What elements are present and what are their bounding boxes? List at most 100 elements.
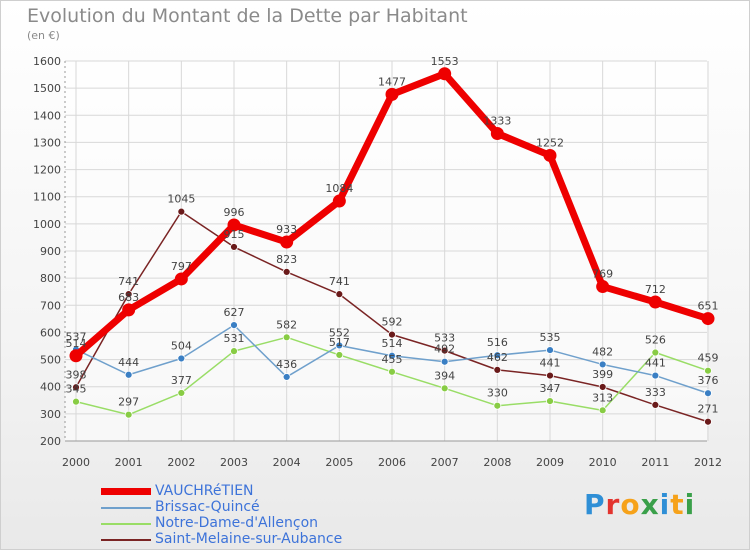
x-tick-label: 2003: [220, 456, 248, 469]
x-tick-label: 2004: [273, 456, 301, 469]
data-label-1: 516: [487, 336, 508, 349]
data-point-0: [174, 272, 188, 286]
data-label-3: 462: [487, 351, 508, 364]
data-label-0: 1553: [431, 55, 459, 68]
data-point-0: [227, 218, 241, 232]
data-point-0: [69, 349, 83, 363]
data-point-1: [230, 321, 238, 330]
legend-swatch: [101, 539, 151, 541]
data-point-3: [124, 290, 133, 299]
data-point-3: [440, 346, 449, 355]
data-label-2: 531: [224, 332, 245, 345]
data-label-0: 769: [592, 268, 613, 281]
data-label-0: 514: [66, 337, 87, 350]
data-label-1: 552: [329, 326, 350, 339]
data-label-2: 313: [592, 391, 613, 404]
data-label-2: 345: [66, 383, 87, 396]
legend-swatch: [101, 488, 151, 495]
data-label-1: 627: [224, 306, 245, 319]
y-tick-label: 1400: [33, 109, 61, 122]
y-tick-label: 1500: [33, 82, 61, 95]
data-point-1: [440, 357, 449, 366]
x-tick-label: 2006: [378, 456, 406, 469]
data-label-2: 517: [329, 336, 350, 349]
y-tick-label: 600: [40, 326, 61, 339]
data-point-1: [124, 370, 133, 379]
data-label-0: 996: [224, 206, 245, 219]
legend-label: Brissac-Quincé: [155, 499, 260, 515]
data-point-0: [332, 194, 346, 208]
legend-swatch: [101, 507, 151, 509]
data-point-3: [282, 267, 291, 276]
y-tick-label: 300: [40, 408, 61, 421]
y-tick-label: 900: [40, 245, 61, 258]
data-point-1: [282, 373, 291, 381]
data-point-3: [230, 243, 238, 251]
data-point-2: [335, 351, 344, 359]
data-label-3: 271: [698, 403, 719, 416]
data-point-1: [335, 341, 344, 350]
data-label-1: 535: [540, 331, 561, 344]
chart-subtitle: (en €): [27, 29, 60, 42]
logo-letter: o: [620, 488, 641, 521]
data-label-1: 441: [645, 357, 666, 370]
data-label-2: 377: [171, 374, 192, 387]
data-point-3: [704, 417, 712, 426]
data-point-1: [704, 389, 712, 398]
data-label-2: 297: [118, 396, 139, 409]
data-point-0: [438, 67, 452, 81]
data-label-3: 823: [276, 253, 297, 266]
data-point-2: [651, 348, 660, 357]
data-label-3: 399: [592, 368, 613, 381]
x-tick-label: 2002: [167, 456, 195, 469]
data-point-3: [493, 365, 502, 374]
data-label-0: 797: [171, 260, 192, 273]
x-tick-label: 2005: [325, 456, 353, 469]
data-label-2: 330: [487, 387, 508, 400]
data-label-3: 1045: [167, 193, 195, 206]
data-point-0: [543, 148, 557, 162]
data-label-0: 712: [645, 283, 666, 296]
data-label-3: 915: [224, 228, 245, 241]
x-tick-label: 2010: [589, 456, 617, 469]
y-tick-label: 400: [40, 381, 61, 394]
data-point-3: [598, 383, 607, 391]
logo-letter: P: [584, 488, 606, 521]
data-point-0: [490, 126, 504, 140]
x-tick-label: 2000: [62, 456, 90, 469]
y-tick-label: 1000: [33, 218, 61, 231]
y-tick-label: 1200: [33, 164, 61, 177]
data-point-0: [701, 312, 715, 326]
data-point-1: [546, 346, 554, 354]
data-label-0: 1477: [378, 75, 406, 88]
data-label-0: 1333: [483, 114, 511, 127]
data-point-3: [546, 371, 554, 380]
data-label-0: 683: [118, 291, 139, 304]
data-label-1: 492: [434, 343, 455, 356]
data-label-1: 504: [171, 339, 192, 352]
data-label-3: 333: [645, 386, 666, 399]
logo-letter: i: [684, 488, 696, 521]
data-label-2: 455: [382, 353, 403, 366]
data-label-1: 376: [698, 374, 719, 387]
data-point-1: [598, 360, 607, 369]
y-tick-label: 200: [40, 435, 61, 448]
y-tick-label: 1600: [33, 55, 61, 68]
data-label-0: 651: [698, 300, 719, 313]
y-tick-label: 500: [40, 354, 61, 367]
data-point-0: [596, 280, 610, 294]
y-tick-label: 1300: [33, 136, 61, 149]
x-tick-label: 2001: [115, 456, 143, 469]
data-point-2: [230, 347, 238, 356]
data-point-2: [598, 406, 607, 415]
data-point-1: [493, 351, 502, 360]
data-point-3: [72, 383, 80, 392]
data-label-2: 526: [645, 334, 666, 347]
x-tick-label: 2012: [694, 456, 722, 469]
data-label-2: 394: [434, 369, 455, 382]
data-label-2: 459: [698, 352, 719, 365]
data-label-1: 436: [276, 358, 297, 371]
data-label-1: 537: [66, 331, 87, 344]
data-label-3: 441: [540, 357, 561, 370]
